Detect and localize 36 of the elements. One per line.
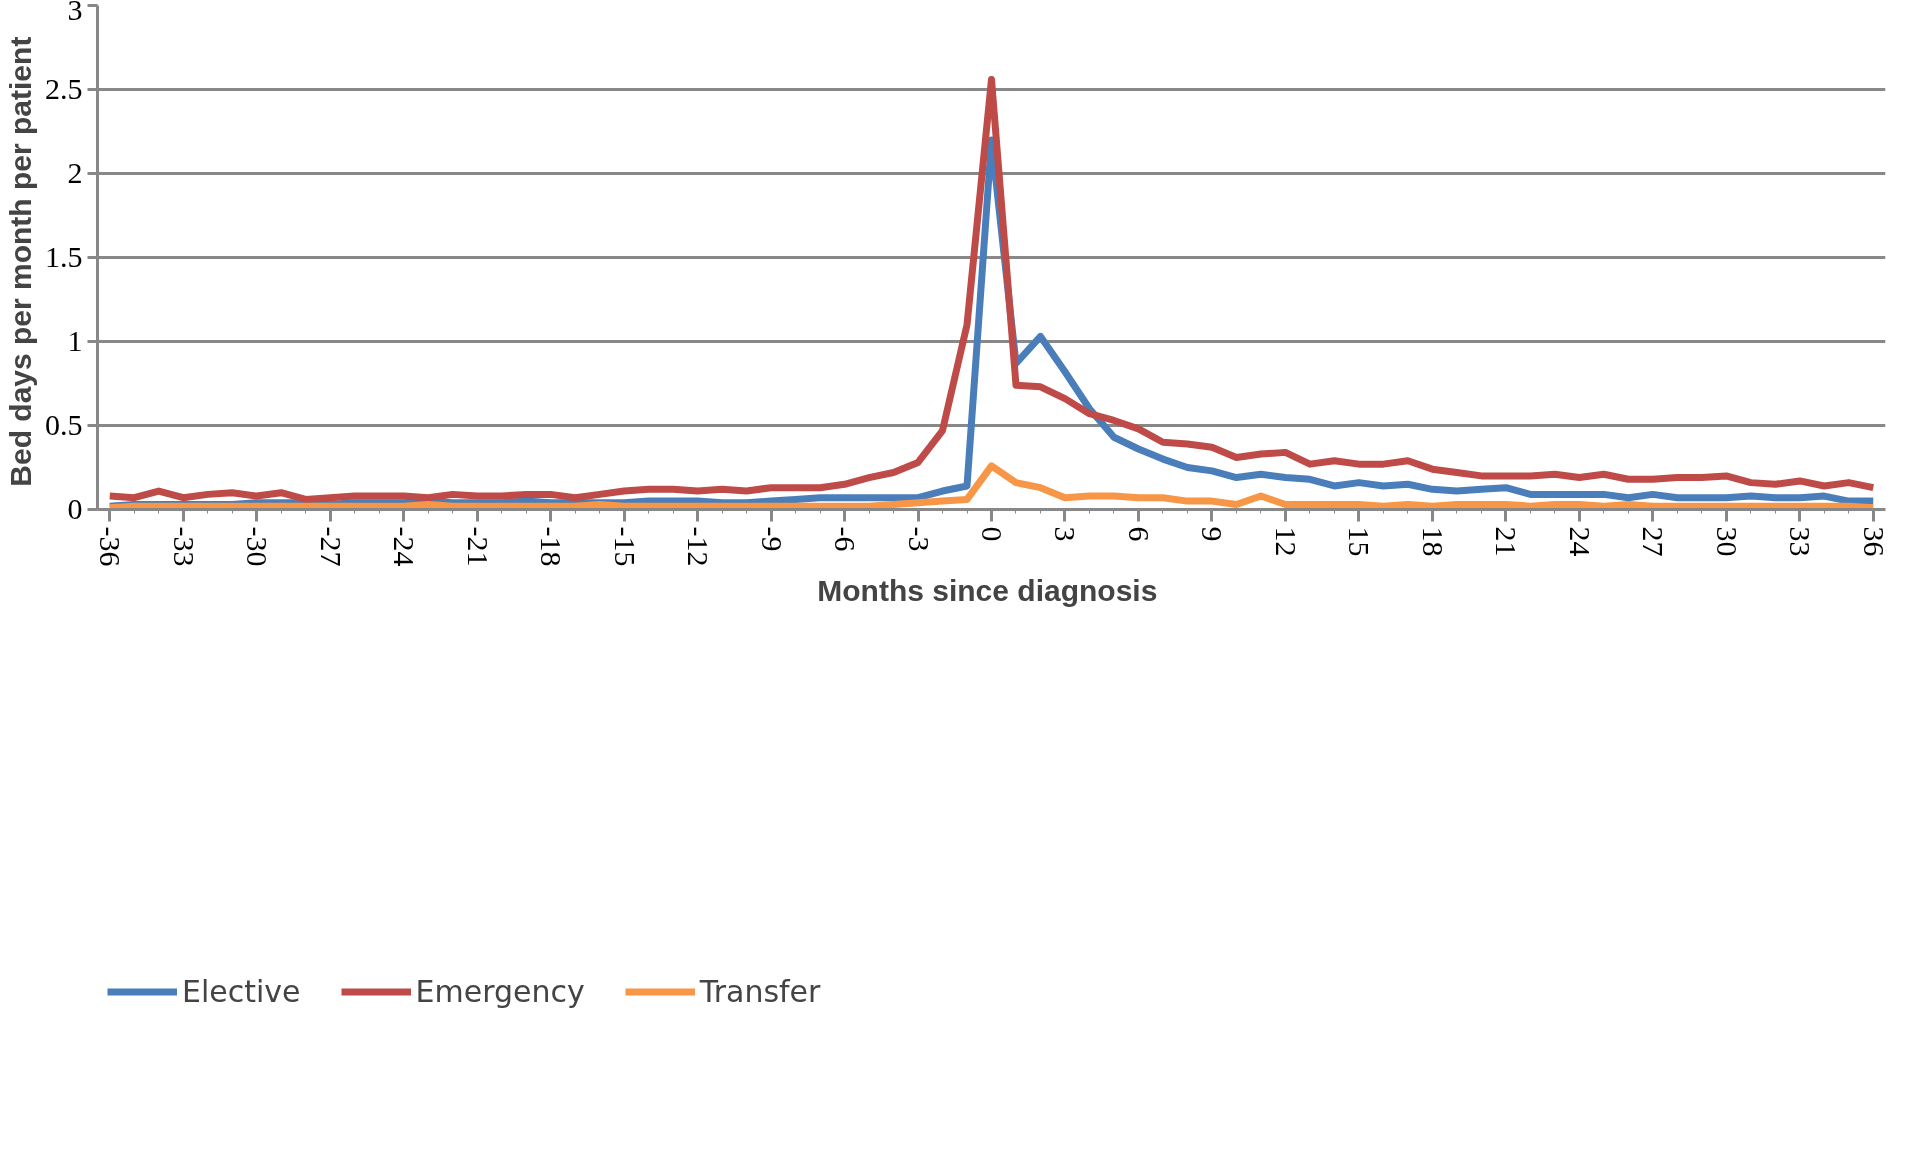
x-tick-label: 0 <box>976 526 1009 542</box>
x-tick-label: -21 <box>461 526 495 567</box>
x-tick-label: -24 <box>388 526 422 567</box>
x-tick-label: 33 <box>1784 526 1818 557</box>
x-tick-label: 15 <box>1343 526 1377 557</box>
x-tick-label: -12 <box>682 526 716 567</box>
x-tick-label: 36 <box>1857 526 1891 557</box>
x-tick-label: 18 <box>1416 526 1450 557</box>
x-tick-label: -6 <box>829 526 863 552</box>
x-tick-label: -36 <box>94 526 128 567</box>
y-tick-label: 1.5 <box>45 240 83 273</box>
x-tick-label: 24 <box>1563 526 1597 557</box>
x-tick-label: -9 <box>755 526 789 552</box>
x-tick-label: 12 <box>1269 526 1303 557</box>
x-tick-label: -3 <box>902 526 936 552</box>
x-tick-label: 21 <box>1490 526 1524 557</box>
x-tick-label: 27 <box>1637 526 1671 557</box>
x-tick-label: -15 <box>608 526 642 567</box>
legend-label: Emergency <box>415 973 585 1009</box>
y-tick-label: 0.5 <box>45 408 83 441</box>
y-axis-title: Bed days per month per patient <box>4 36 37 487</box>
x-tick-label: -30 <box>241 526 275 567</box>
x-tick-label: 3 <box>1049 526 1083 542</box>
x-tick-label: -18 <box>535 526 569 567</box>
x-tick-label: 9 <box>1196 526 1230 542</box>
y-tick-label: 3 <box>67 0 83 26</box>
legend-label: Elective <box>182 973 301 1009</box>
x-tick-label: 30 <box>1710 526 1744 557</box>
y-tick-label: 2.5 <box>45 72 83 105</box>
x-tick-label: -27 <box>314 526 348 567</box>
x-axis-title: Months since diagnosis <box>817 574 1158 608</box>
y-tick-label: 1 <box>67 324 83 357</box>
x-tick-label: -33 <box>167 526 201 567</box>
y-tick-label: 2 <box>67 156 83 189</box>
x-tick-label: 6 <box>1122 526 1156 542</box>
legend-label: Transfer <box>699 973 821 1009</box>
